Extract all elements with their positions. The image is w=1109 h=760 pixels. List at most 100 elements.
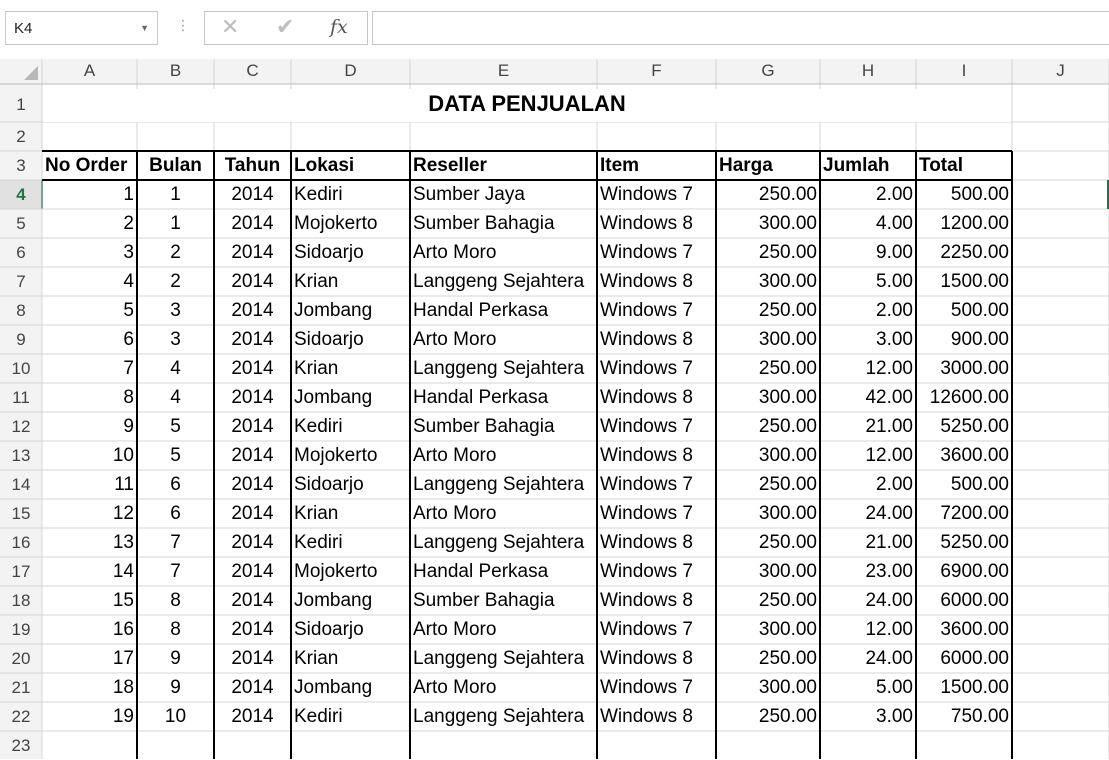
table-header-cell[interactable]: Bulan <box>149 155 202 176</box>
table-cell[interactable]: Windows 8 <box>600 271 693 292</box>
row-header-17[interactable]: 17 <box>11 562 31 581</box>
table-cell[interactable]: Langgeng Sejahtera <box>413 358 585 379</box>
table-cell[interactable]: 18 <box>112 677 134 698</box>
table-cell[interactable]: 2014 <box>231 590 274 611</box>
row-header-18[interactable]: 18 <box>11 591 31 610</box>
table-cell[interactable]: 24.00 <box>865 503 913 524</box>
table-cell[interactable]: Windows 8 <box>600 532 693 553</box>
table-cell[interactable]: 250.00 <box>758 532 817 553</box>
table-cell[interactable]: 3 <box>170 300 181 321</box>
row-header-15[interactable]: 15 <box>11 504 31 523</box>
table-cell[interactable]: 9 <box>170 648 181 669</box>
table-cell[interactable]: 42.00 <box>865 387 913 408</box>
x-icon[interactable]: ✕ <box>221 14 240 39</box>
table-cell[interactable]: 2014 <box>231 474 274 495</box>
name-box[interactable]: K4 ▼ <box>5 11 158 45</box>
table-cell[interactable]: Sidoarjo <box>294 242 364 263</box>
table-cell[interactable]: Handal Perkasa <box>413 561 549 582</box>
row-header-4[interactable]: 4 <box>16 185 26 204</box>
table-cell[interactable]: 3600.00 <box>940 619 1009 640</box>
table-cell[interactable]: Langgeng Sejahtera <box>413 474 585 495</box>
table-cell[interactable]: Sumber Bahagia <box>413 590 555 611</box>
table-cell[interactable]: 4 <box>170 387 181 408</box>
column-header-f[interactable]: F <box>651 61 662 80</box>
row-header-13[interactable]: 13 <box>11 446 31 465</box>
table-cell[interactable]: Windows 8 <box>600 706 693 727</box>
table-cell[interactable]: 12.00 <box>865 358 913 379</box>
row-header-5[interactable]: 5 <box>16 214 26 233</box>
table-header-cell[interactable]: Tahun <box>224 155 281 176</box>
table-cell[interactable]: 6 <box>170 503 181 524</box>
table-cell[interactable]: Handal Perkasa <box>413 387 549 408</box>
table-cell[interactable]: 250.00 <box>758 474 817 495</box>
table-header-cell[interactable]: Jumlah <box>823 155 890 176</box>
check-icon[interactable]: ✔ <box>276 14 295 39</box>
column-header-h[interactable]: H <box>861 61 875 80</box>
table-cell[interactable]: 2.00 <box>876 300 913 321</box>
row-header-9[interactable]: 9 <box>16 330 26 349</box>
table-cell[interactable]: Kediri <box>294 532 343 553</box>
table-cell[interactable]: 300.00 <box>758 213 817 234</box>
table-cell[interactable]: 250.00 <box>758 242 817 263</box>
table-cell[interactable]: Windows 7 <box>600 619 693 640</box>
column-header-c[interactable]: C <box>246 61 259 80</box>
table-cell[interactable]: 5 <box>170 445 181 466</box>
table-cell[interactable]: 500.00 <box>950 474 1009 495</box>
table-cell[interactable]: 250.00 <box>758 358 817 379</box>
table-cell[interactable]: Windows 7 <box>600 561 693 582</box>
table-cell[interactable]: Mojokerto <box>294 561 378 582</box>
table-cell[interactable]: 4.00 <box>876 213 913 234</box>
table-cell[interactable]: Windows 7 <box>600 474 693 495</box>
table-cell[interactable]: 24.00 <box>865 590 913 611</box>
table-cell[interactable]: 2 <box>170 242 181 263</box>
table-cell[interactable]: 7200.00 <box>940 503 1009 524</box>
table-cell[interactable]: 6 <box>123 329 134 350</box>
row-header-23[interactable]: 23 <box>11 736 31 755</box>
table-cell[interactable]: Krian <box>294 648 339 669</box>
table-cell[interactable]: 15 <box>112 590 134 611</box>
table-cell[interactable]: Windows 8 <box>600 648 693 669</box>
table-cell[interactable]: 2.00 <box>876 184 913 205</box>
table-header-cell[interactable]: No Order <box>45 155 128 176</box>
table-cell[interactable]: 300.00 <box>758 677 817 698</box>
table-cell[interactable]: Krian <box>294 271 339 292</box>
table-cell[interactable]: Sidoarjo <box>294 474 364 495</box>
row-header-16[interactable]: 16 <box>11 533 31 552</box>
sheet-title[interactable]: DATA PENJUALAN <box>428 91 626 116</box>
table-cell[interactable]: 300.00 <box>758 387 817 408</box>
row-header-2[interactable]: 2 <box>16 127 26 146</box>
table-cell[interactable]: Windows 8 <box>600 387 693 408</box>
table-cell[interactable]: 10 <box>164 706 187 727</box>
table-cell[interactable]: 300.00 <box>758 271 817 292</box>
table-cell[interactable]: 250.00 <box>758 300 817 321</box>
table-cell[interactable]: 13 <box>112 532 134 553</box>
table-cell[interactable]: Sidoarjo <box>294 329 364 350</box>
table-cell[interactable]: Jombang <box>294 387 373 408</box>
row-header-11[interactable]: 11 <box>12 388 30 407</box>
table-cell[interactable]: Windows 8 <box>600 590 693 611</box>
table-cell[interactable]: Langgeng Sejahtera <box>413 706 585 727</box>
table-cell[interactable]: 2014 <box>231 387 274 408</box>
row-header-8[interactable]: 8 <box>16 301 26 320</box>
row-header-22[interactable]: 22 <box>11 707 31 726</box>
table-cell[interactable]: 300.00 <box>758 445 817 466</box>
table-cell[interactable]: Jombang <box>294 300 373 321</box>
table-cell[interactable]: 12.00 <box>865 445 913 466</box>
table-cell[interactable]: 6 <box>170 474 181 495</box>
table-cell[interactable]: Windows 8 <box>600 445 693 466</box>
table-cell[interactable]: Arto Moro <box>413 619 497 640</box>
column-header-b[interactable]: B <box>169 61 182 80</box>
table-header-cell[interactable]: Lokasi <box>294 155 355 176</box>
table-cell[interactable]: 5 <box>123 300 134 321</box>
row-header-10[interactable]: 10 <box>11 359 31 378</box>
table-cell[interactable]: Arto Moro <box>413 445 497 466</box>
table-cell[interactable]: 2014 <box>231 213 274 234</box>
table-cell[interactable]: 3 <box>170 329 181 350</box>
table-cell[interactable]: 2014 <box>231 329 274 350</box>
table-cell[interactable]: 3600.00 <box>940 445 1009 466</box>
table-cell[interactable]: 7 <box>123 358 134 379</box>
table-cell[interactable]: Windows 7 <box>600 184 693 205</box>
row-header-6[interactable]: 6 <box>16 243 26 262</box>
table-cell[interactable]: 300.00 <box>758 329 817 350</box>
table-cell[interactable]: 250.00 <box>758 706 817 727</box>
